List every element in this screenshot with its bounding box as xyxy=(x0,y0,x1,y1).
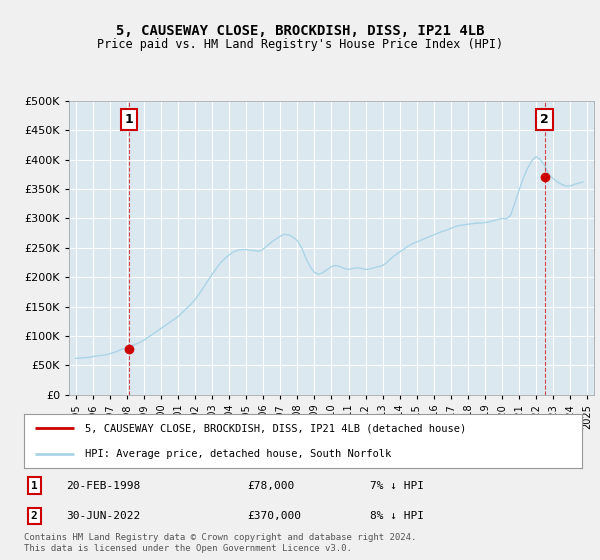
Text: Contains HM Land Registry data © Crown copyright and database right 2024.
This d: Contains HM Land Registry data © Crown c… xyxy=(24,533,416,553)
Text: 5, CAUSEWAY CLOSE, BROCKDISH, DISS, IP21 4LB (detached house): 5, CAUSEWAY CLOSE, BROCKDISH, DISS, IP21… xyxy=(85,423,467,433)
Text: 20-FEB-1998: 20-FEB-1998 xyxy=(66,480,140,491)
Text: 2: 2 xyxy=(540,113,549,126)
Text: £370,000: £370,000 xyxy=(247,511,301,521)
Text: 1: 1 xyxy=(31,480,37,491)
Text: HPI: Average price, detached house, South Norfolk: HPI: Average price, detached house, Sout… xyxy=(85,449,392,459)
Text: 5, CAUSEWAY CLOSE, BROCKDISH, DISS, IP21 4LB: 5, CAUSEWAY CLOSE, BROCKDISH, DISS, IP21… xyxy=(116,24,484,38)
Text: 7% ↓ HPI: 7% ↓ HPI xyxy=(370,480,424,491)
Text: 1: 1 xyxy=(125,113,134,126)
Text: 8% ↓ HPI: 8% ↓ HPI xyxy=(370,511,424,521)
Text: £78,000: £78,000 xyxy=(247,480,295,491)
Text: 30-JUN-2022: 30-JUN-2022 xyxy=(66,511,140,521)
Text: Price paid vs. HM Land Registry's House Price Index (HPI): Price paid vs. HM Land Registry's House … xyxy=(97,38,503,50)
Text: 2: 2 xyxy=(31,511,37,521)
